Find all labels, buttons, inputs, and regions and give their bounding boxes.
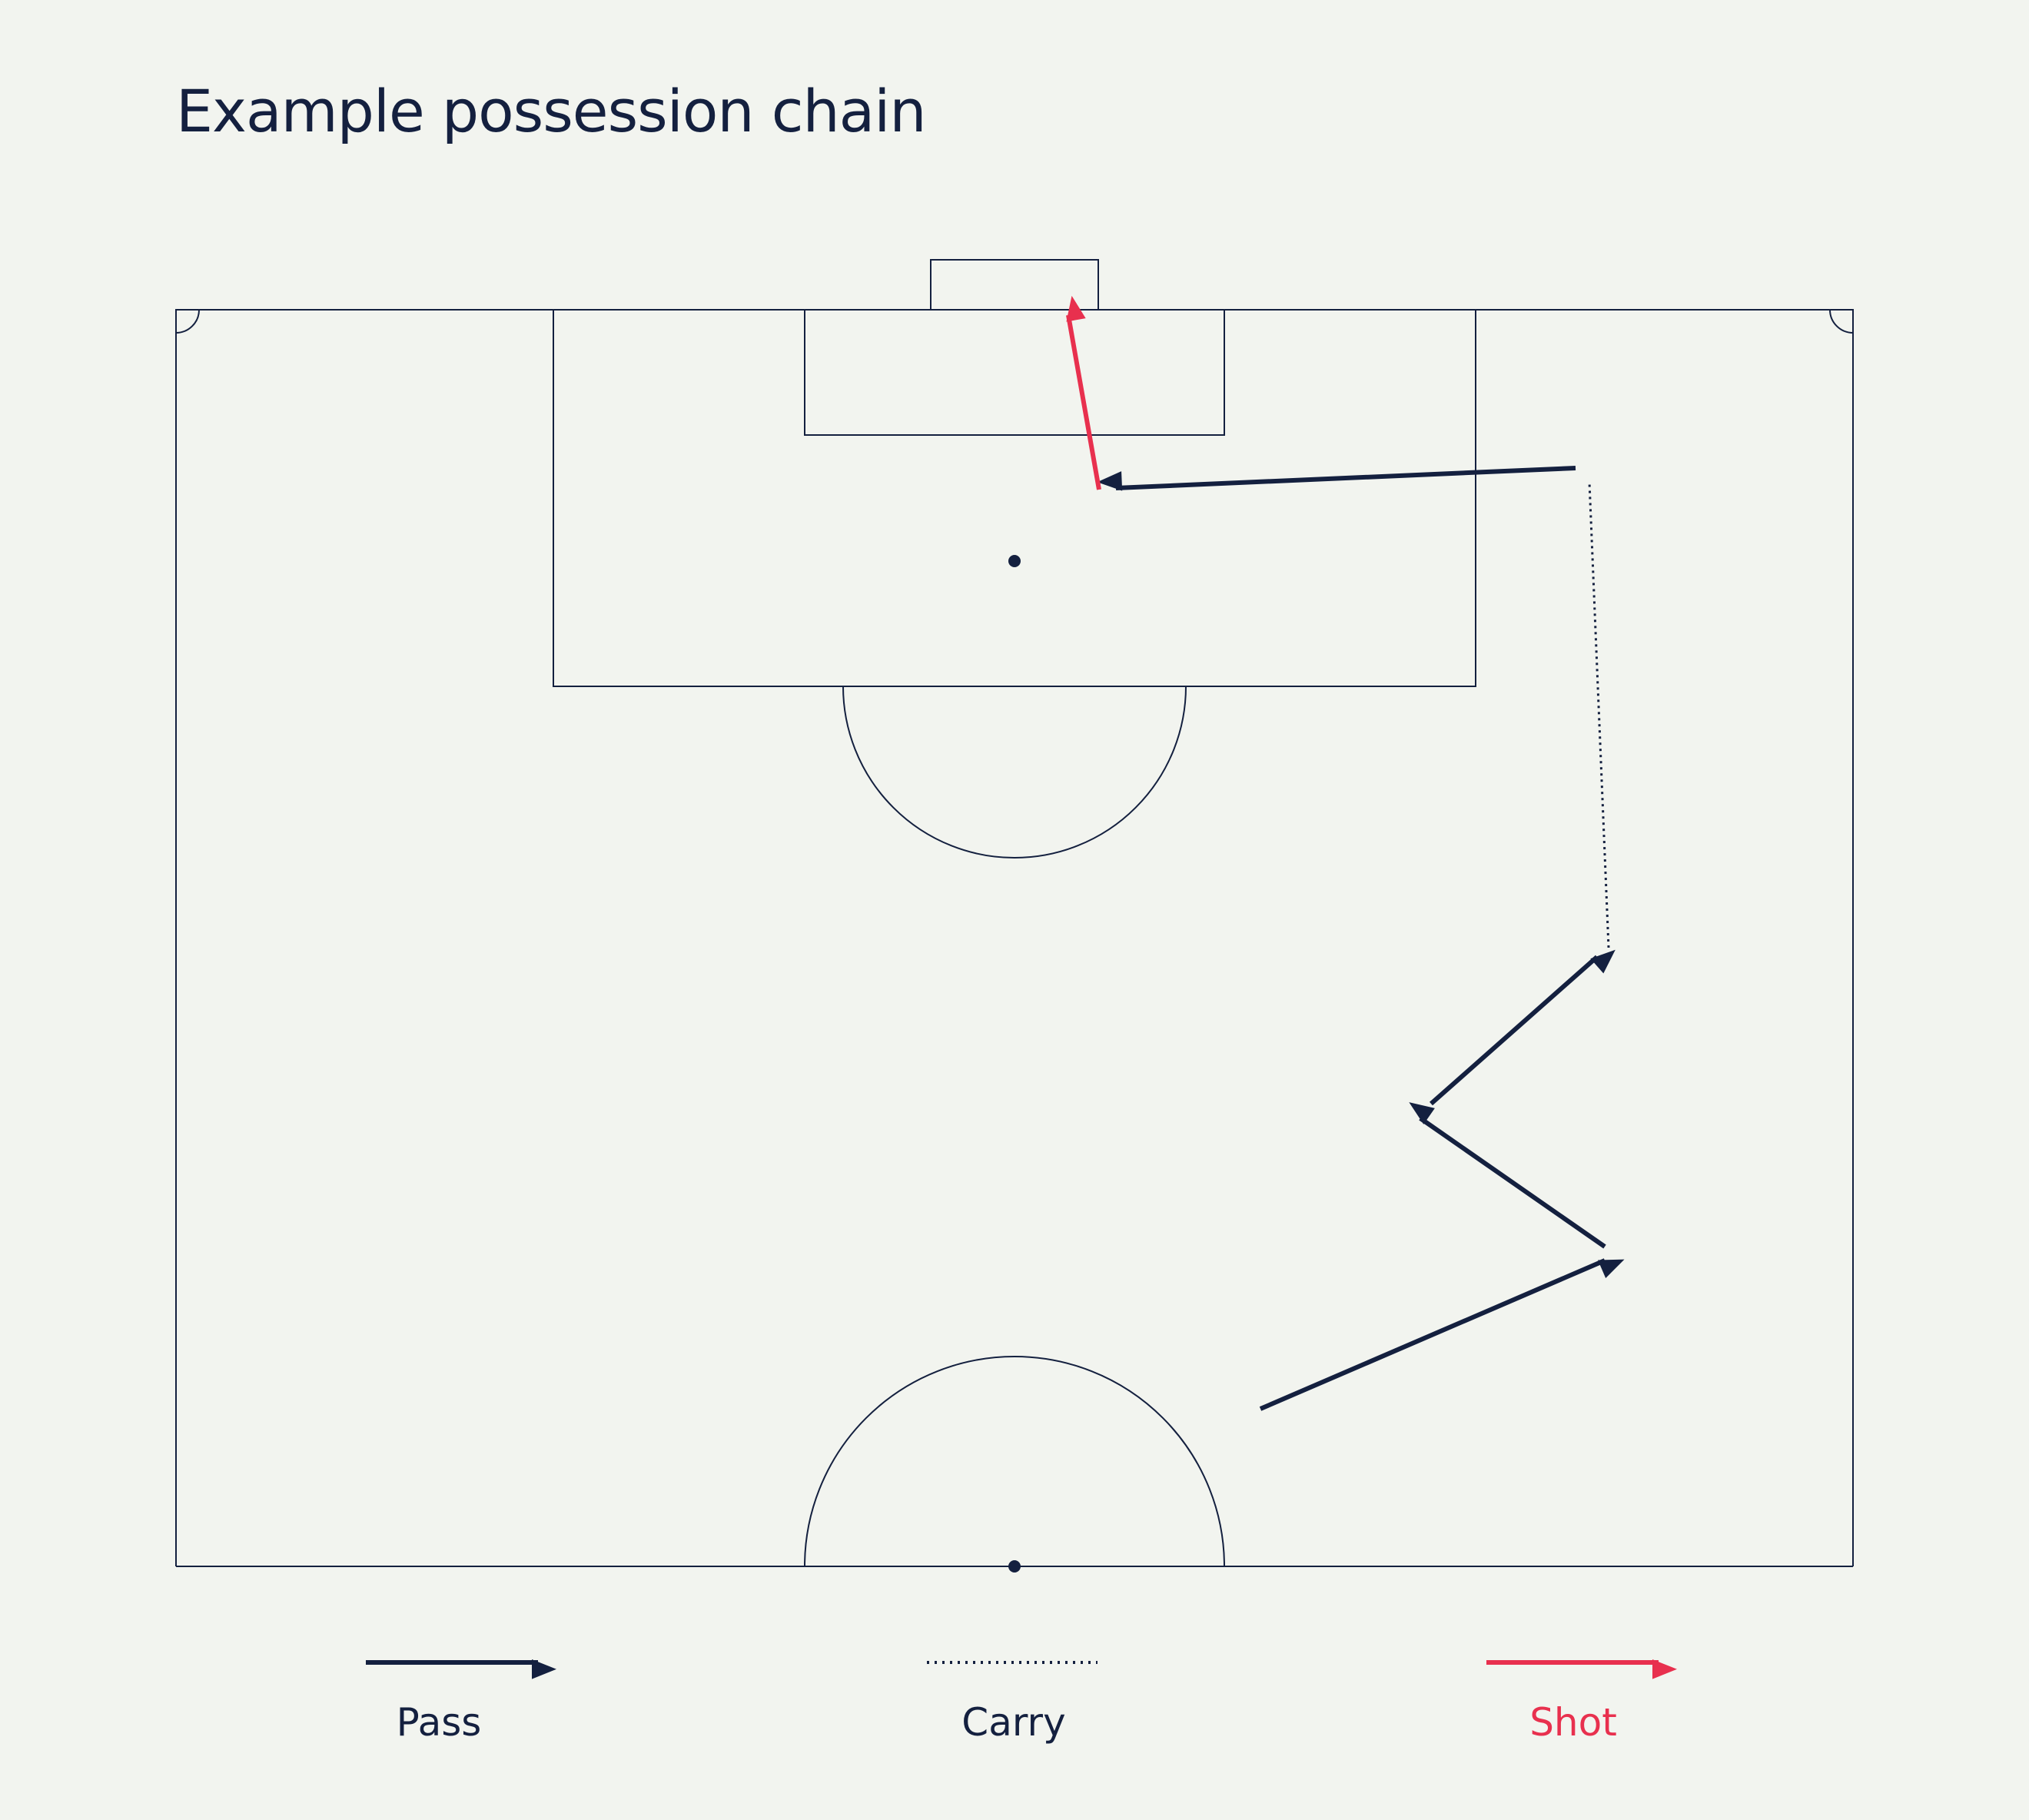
events-layer	[1066, 295, 1625, 1411]
corner-arc-left	[175, 309, 200, 334]
pitch-boundary	[175, 309, 1854, 1566]
penalty-area	[553, 310, 1476, 687]
legend-pass-label: Pass	[396, 1700, 482, 1745]
shot-event-6	[1066, 295, 1101, 490]
carry-event-4	[1588, 481, 1610, 948]
pass-event-2	[1409, 1102, 1606, 1249]
chart-title: Example possession chain	[176, 77, 927, 145]
corner-arc-right	[1829, 309, 1854, 334]
legend-carry-label: Carry	[961, 1700, 1066, 1745]
pass-event-1	[1259, 1258, 1625, 1411]
pitch-markings	[175, 259, 1854, 1567]
legend-shot-label: Shot	[1529, 1700, 1617, 1745]
six-yard-box	[804, 310, 1225, 436]
goal	[930, 259, 1099, 310]
pass-event-3	[1430, 949, 1616, 1106]
penalty-arc	[842, 686, 1187, 859]
pass-event-5	[1097, 466, 1576, 491]
penalty-spot	[1008, 555, 1021, 567]
centre-circle	[804, 1356, 1225, 1567]
centre-spot	[1008, 1560, 1021, 1573]
